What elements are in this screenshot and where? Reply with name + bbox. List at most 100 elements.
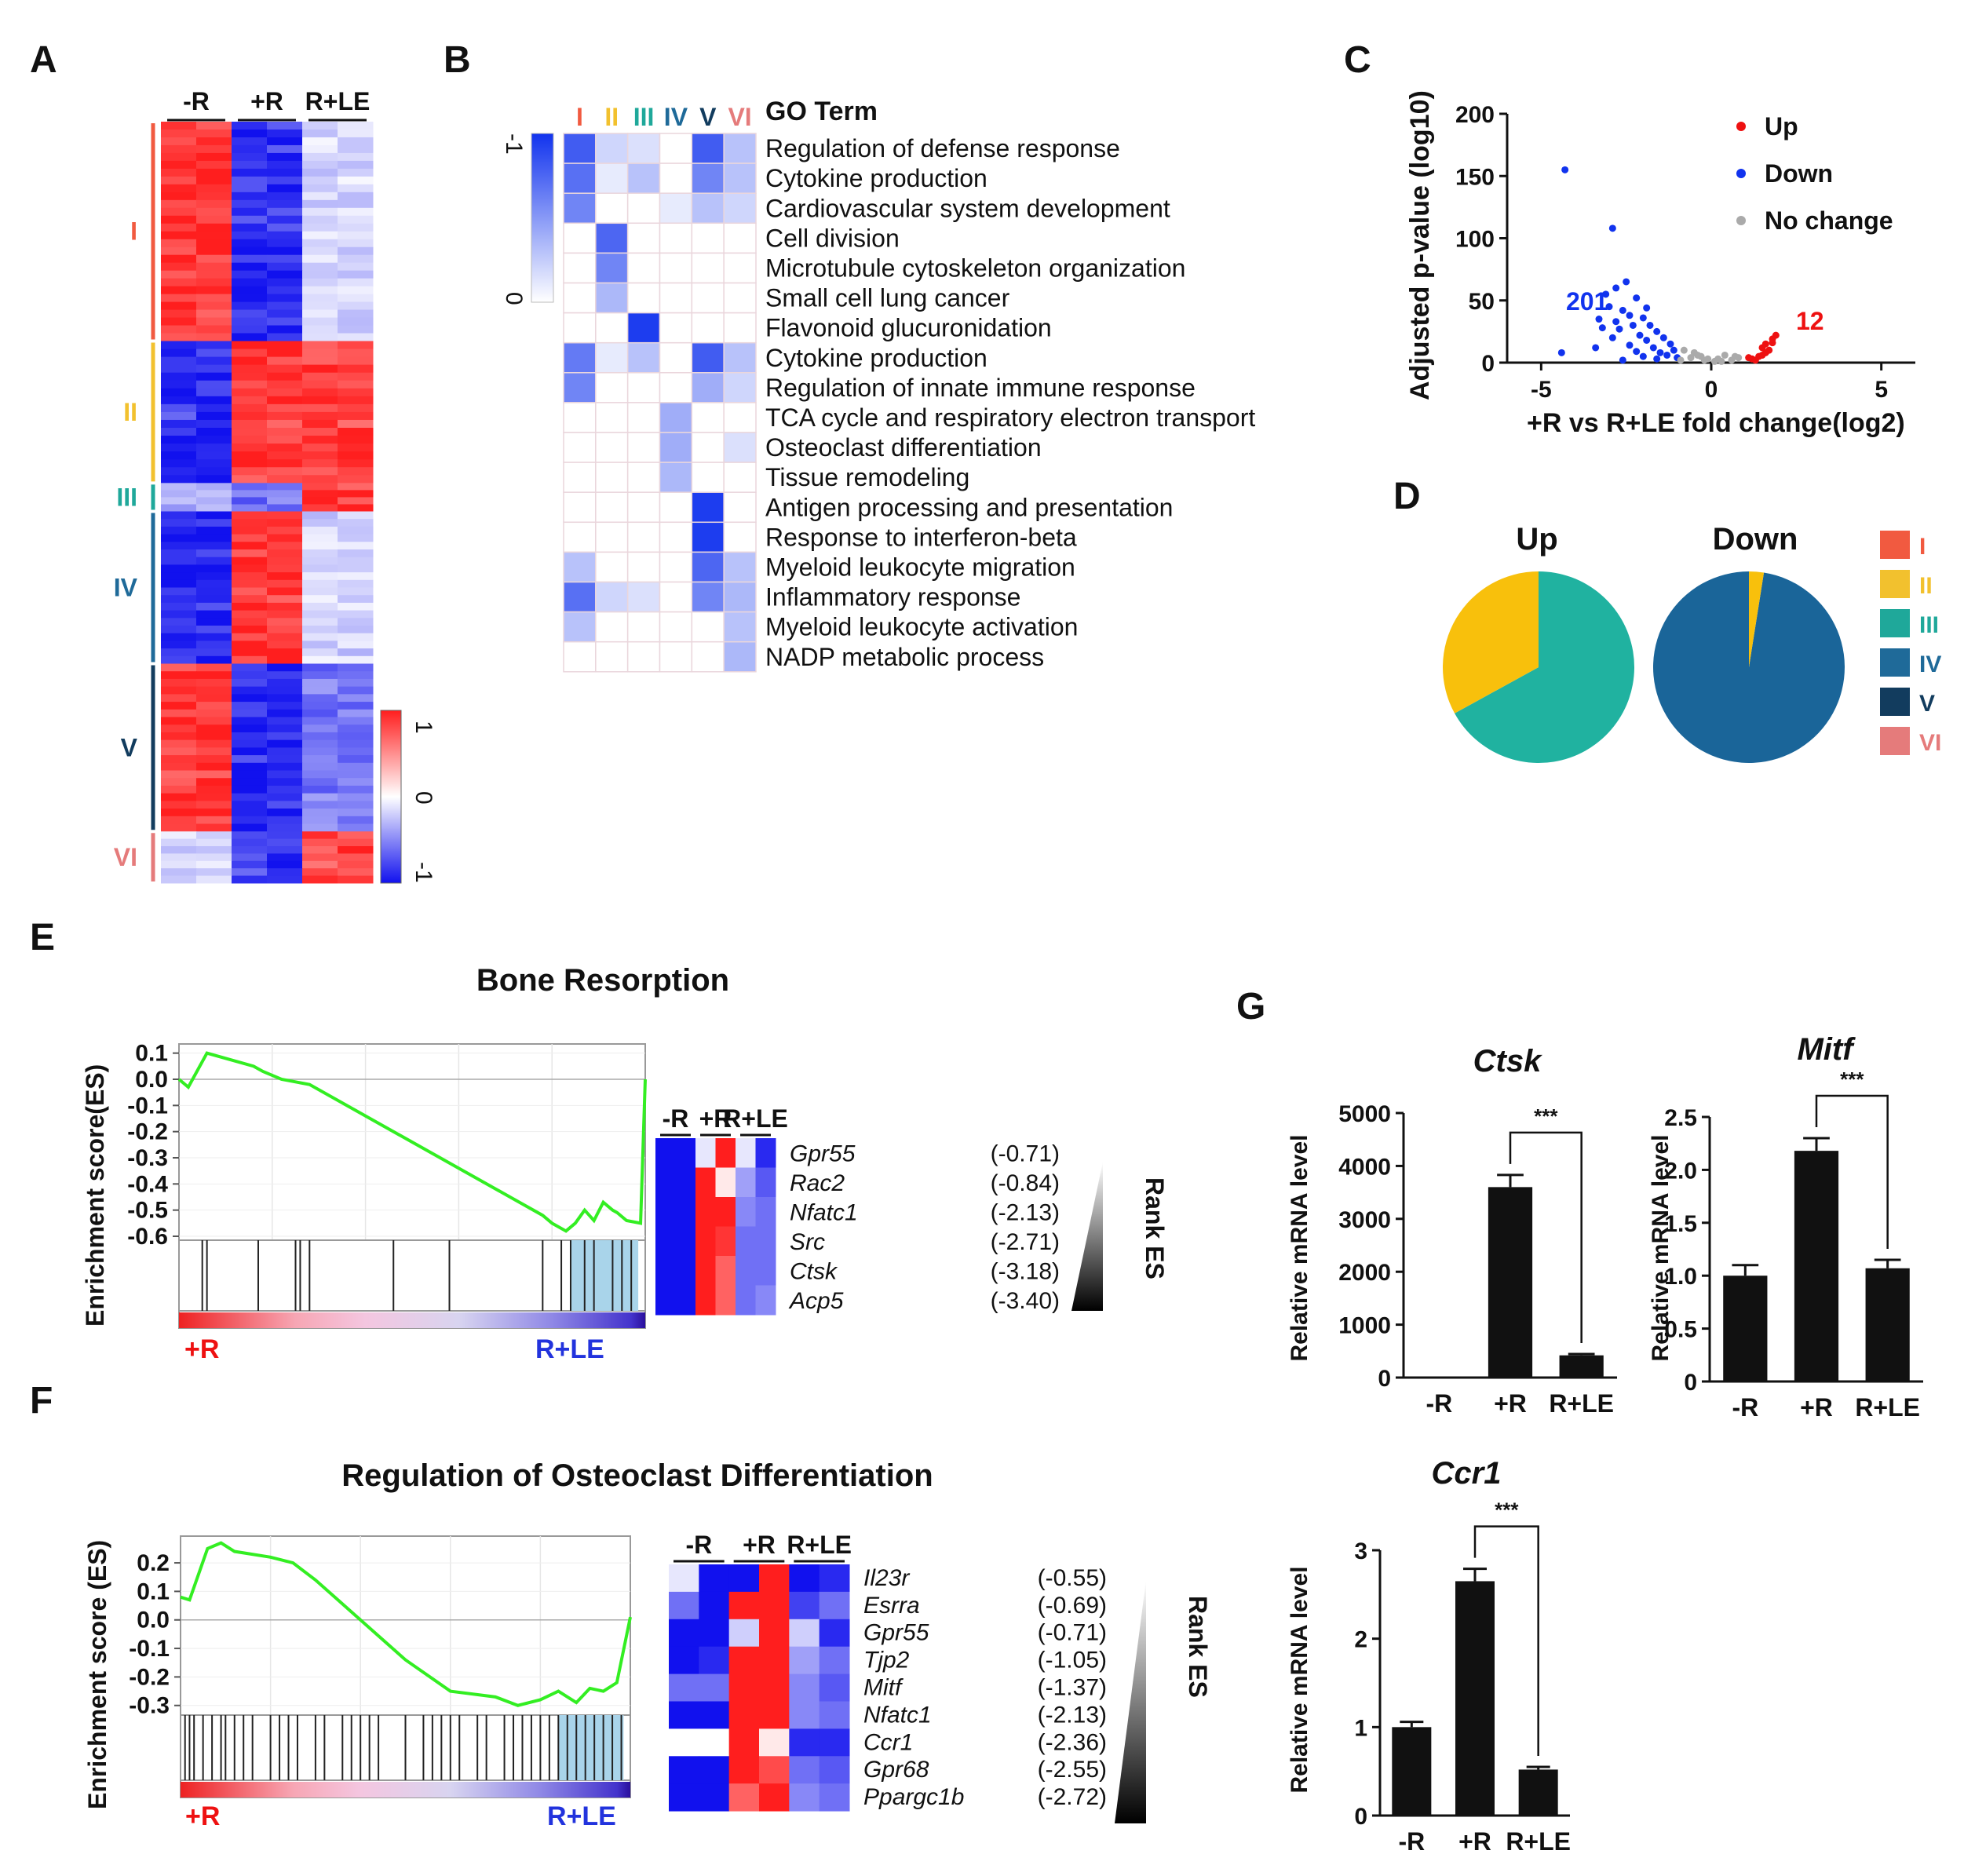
panel-a-scale-mid: 0 — [411, 791, 436, 805]
gsea-gene-score: (-2.71) — [991, 1229, 1060, 1255]
gsea-heat-cell — [728, 1783, 760, 1812]
panel-a-heat-cell — [232, 223, 268, 232]
panel-b-col-label-II: II — [604, 103, 619, 131]
panel-a-heat-cell — [338, 587, 374, 596]
panel-a-heat-cell — [196, 860, 232, 869]
panel-a-heat-cell — [196, 341, 232, 350]
gsea-heat-cell — [728, 1728, 760, 1757]
panel-label-a: A — [30, 39, 57, 81]
panel-a-heat-cell — [338, 793, 374, 801]
gsea-heat-cell — [715, 1138, 736, 1168]
panel-a-heat-cell — [302, 762, 338, 772]
bar-chart-ytick-label: 2000 — [1338, 1260, 1391, 1286]
panel-c-point-down — [1649, 344, 1657, 352]
panel-a-heat-cell — [161, 831, 197, 840]
panel-a-heat-cell — [196, 633, 232, 641]
panel-a-heat-cell — [196, 846, 232, 854]
panel-a-heat-cell — [267, 364, 303, 374]
panel-a-heat-cell — [338, 641, 374, 649]
panel-a-heat-cell — [232, 372, 268, 381]
panel-b-term: NADP metabolic process — [765, 643, 1044, 671]
panel-a-heat-cell — [232, 853, 268, 862]
panel-a-heat-cell — [161, 686, 197, 695]
panel-a-heat-cell — [161, 519, 197, 527]
gsea-heat-cell — [675, 1256, 696, 1286]
panel-a-heat-cell — [196, 364, 232, 374]
panel-a-heat-cell — [232, 610, 268, 619]
panel-c-point-no-change — [1687, 354, 1695, 362]
panel-a-heat-cell — [338, 808, 374, 817]
panel-b-heat-cell — [563, 432, 597, 463]
panel-c-point-down — [1629, 321, 1637, 329]
panel-a-heat-cell — [161, 816, 197, 825]
panel-a-heat-cell — [232, 793, 268, 801]
panel-c-point-down — [1612, 284, 1620, 292]
panel-b-term: Cell division — [765, 224, 900, 252]
panel-a-heat-cell — [161, 215, 197, 224]
panel-a-heat-cell — [302, 239, 338, 248]
panel-a-heat-cell — [302, 724, 338, 733]
panel-a-cluster-label-II: II — [123, 398, 137, 426]
panel-b-heat-cell — [563, 491, 597, 524]
panel-b-heat-cell — [563, 222, 597, 254]
panel-c-xtick-label: -5 — [1531, 377, 1552, 403]
panel-a-heat-cell — [161, 129, 197, 138]
panel-a-heat-cell — [302, 534, 338, 542]
panel-a-heat-cell — [338, 388, 374, 397]
panel-b-heat-cell — [626, 341, 661, 374]
panel-a-heat-cell — [196, 309, 232, 319]
panel-a-heat-cell — [267, 428, 303, 436]
panel-e-gsea: Bone Resorption Enrichment score(ES) 0.1… — [81, 963, 1169, 1364]
panel-a-heat-cell — [196, 278, 232, 287]
panel-a-heat-cell — [161, 663, 197, 672]
bar-chart-ytick-label: 2.5 — [1664, 1105, 1697, 1131]
panel-a-heat-cell — [267, 770, 303, 779]
gsea-heat-cell — [755, 1138, 776, 1168]
panel-a-heat-cell — [267, 602, 303, 611]
panel-a-heat-cell — [196, 231, 232, 240]
panel-a-heat-cell — [267, 694, 303, 703]
panel-a-heat-cell — [267, 747, 303, 756]
panel-a-heat-cell — [302, 223, 338, 232]
panel-a-heat-cell — [196, 853, 232, 862]
panel-a-heat-cell — [161, 626, 197, 634]
panel-a-heat-cell — [161, 349, 197, 358]
panel-a-heat-cell — [196, 184, 232, 193]
panel-a-heat-cell — [232, 709, 268, 718]
panel-a-heat-cell — [267, 808, 303, 817]
panel-c-point-down — [1646, 321, 1654, 329]
gsea-heat-cell — [669, 1646, 699, 1675]
panel-a-heat-cell — [196, 595, 232, 604]
panel-a-heat-cell — [232, 411, 268, 421]
panel-a-heat-cell — [267, 451, 303, 460]
panel-b-term: Cardiovascular system development — [765, 194, 1170, 222]
panel-a-heat-cell — [161, 475, 197, 484]
panel-a-heat-cell — [161, 246, 197, 256]
panel-b-heat-cell — [626, 491, 661, 524]
panel-b-term: Regulation of innate immune response — [765, 374, 1196, 402]
panel-b-heat-cell — [691, 162, 725, 194]
panel-a-heat-cell — [161, 648, 197, 657]
panel-a-heat-cell — [232, 160, 268, 170]
panel-d-legend-label-III: III — [1919, 612, 1939, 638]
panel-a-heat-cell — [196, 419, 232, 429]
panel-a-heat-cell — [302, 823, 338, 832]
panel-a-heat-cell — [196, 490, 232, 498]
panel-a-heat-cell — [196, 207, 232, 217]
gsea-ytick-label: -0.1 — [127, 1093, 168, 1119]
panel-a-heat-cell — [232, 755, 268, 764]
panel-b-heat-cell — [659, 222, 693, 254]
gsea-ytick-label: -0.2 — [127, 1119, 168, 1145]
panel-c-point-no-change — [1680, 346, 1688, 354]
panel-a-heat-cell — [302, 868, 338, 877]
panel-a-heat-cell — [267, 557, 303, 565]
bar-chart-ylabel: Relative mRNA level — [1648, 1134, 1674, 1361]
gsea-heat-cell — [819, 1783, 850, 1812]
panel-a-heat-cell — [267, 309, 303, 319]
gsea-heat-cell — [699, 1591, 730, 1620]
panel-c-point-up — [1769, 335, 1776, 343]
panel-a-heat-cell — [161, 579, 197, 589]
panel-c-annotation-up: 12 — [1796, 307, 1824, 335]
panel-a-heat-cell — [196, 770, 232, 779]
gsea-heat-cell — [789, 1646, 820, 1675]
